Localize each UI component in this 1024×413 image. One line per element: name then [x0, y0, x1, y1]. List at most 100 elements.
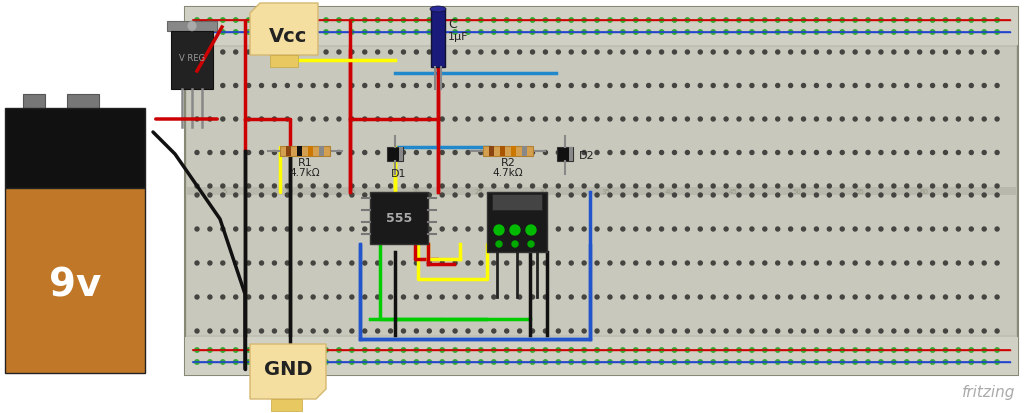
- Circle shape: [659, 185, 664, 189]
- Circle shape: [802, 84, 806, 88]
- Circle shape: [995, 31, 999, 35]
- Circle shape: [415, 295, 419, 299]
- Circle shape: [440, 31, 444, 35]
- Circle shape: [259, 118, 263, 122]
- Circle shape: [802, 118, 806, 122]
- Circle shape: [956, 295, 961, 299]
- Circle shape: [440, 295, 444, 299]
- Circle shape: [737, 51, 741, 55]
- Circle shape: [259, 151, 263, 155]
- Circle shape: [311, 360, 315, 364]
- Circle shape: [582, 261, 586, 266]
- Circle shape: [195, 261, 199, 266]
- Circle shape: [788, 118, 793, 122]
- Circle shape: [775, 360, 780, 364]
- Circle shape: [905, 261, 908, 266]
- Circle shape: [505, 194, 509, 197]
- Circle shape: [956, 348, 961, 352]
- Circle shape: [569, 360, 573, 364]
- Bar: [171, 32, 213, 90]
- Circle shape: [259, 261, 263, 266]
- Circle shape: [401, 51, 406, 55]
- Circle shape: [634, 194, 638, 197]
- Circle shape: [982, 228, 986, 231]
- Text: 1μF: 1μF: [449, 32, 469, 42]
- Circle shape: [879, 329, 883, 333]
- Circle shape: [775, 348, 780, 352]
- Circle shape: [712, 84, 715, 88]
- Circle shape: [866, 118, 870, 122]
- Circle shape: [698, 84, 702, 88]
- Circle shape: [530, 84, 535, 88]
- Circle shape: [866, 228, 870, 231]
- Circle shape: [494, 225, 504, 235]
- Circle shape: [608, 360, 612, 364]
- Circle shape: [879, 118, 883, 122]
- Circle shape: [349, 31, 354, 35]
- Circle shape: [298, 295, 302, 299]
- Circle shape: [569, 295, 573, 299]
- Circle shape: [569, 51, 573, 55]
- Circle shape: [466, 31, 470, 35]
- Circle shape: [634, 228, 638, 231]
- Circle shape: [259, 31, 264, 35]
- Circle shape: [595, 51, 599, 55]
- Text: 555: 555: [386, 212, 412, 225]
- Circle shape: [233, 185, 238, 189]
- Circle shape: [466, 185, 470, 189]
- Circle shape: [492, 228, 496, 231]
- Circle shape: [982, 348, 986, 352]
- Circle shape: [634, 329, 638, 333]
- Circle shape: [324, 261, 328, 266]
- Circle shape: [376, 194, 380, 197]
- Circle shape: [582, 185, 586, 189]
- Text: 55: 55: [856, 189, 864, 195]
- Circle shape: [388, 329, 392, 333]
- Circle shape: [414, 31, 419, 35]
- Circle shape: [943, 360, 947, 364]
- Circle shape: [814, 51, 818, 55]
- Circle shape: [982, 194, 986, 197]
- Circle shape: [427, 118, 431, 122]
- Circle shape: [905, 51, 908, 55]
- Circle shape: [608, 295, 612, 299]
- Circle shape: [233, 360, 238, 364]
- Circle shape: [247, 348, 251, 352]
- Circle shape: [750, 31, 754, 35]
- Circle shape: [376, 295, 380, 299]
- Circle shape: [673, 31, 677, 35]
- Text: 35: 35: [601, 189, 610, 195]
- Circle shape: [905, 228, 908, 231]
- Text: Vcc: Vcc: [269, 27, 307, 45]
- Circle shape: [659, 295, 664, 299]
- Circle shape: [608, 84, 612, 88]
- Circle shape: [414, 348, 419, 352]
- Circle shape: [401, 118, 406, 122]
- Circle shape: [466, 360, 470, 364]
- Circle shape: [904, 348, 909, 352]
- Circle shape: [788, 84, 793, 88]
- Circle shape: [814, 194, 818, 197]
- Circle shape: [943, 84, 947, 88]
- Circle shape: [853, 194, 857, 197]
- Circle shape: [750, 228, 754, 231]
- Circle shape: [814, 185, 818, 189]
- Circle shape: [775, 19, 780, 23]
- Circle shape: [286, 185, 290, 189]
- Circle shape: [220, 348, 225, 352]
- Circle shape: [621, 31, 625, 35]
- Circle shape: [982, 84, 986, 88]
- Circle shape: [505, 31, 509, 35]
- Circle shape: [401, 185, 406, 189]
- Circle shape: [272, 348, 276, 352]
- Circle shape: [621, 151, 625, 155]
- Circle shape: [311, 51, 315, 55]
- Circle shape: [659, 194, 664, 197]
- Bar: [5, 188, 145, 373]
- Circle shape: [582, 194, 586, 197]
- Circle shape: [479, 228, 483, 231]
- Circle shape: [492, 118, 496, 122]
- Circle shape: [763, 185, 767, 189]
- Circle shape: [505, 185, 509, 189]
- Circle shape: [905, 329, 908, 333]
